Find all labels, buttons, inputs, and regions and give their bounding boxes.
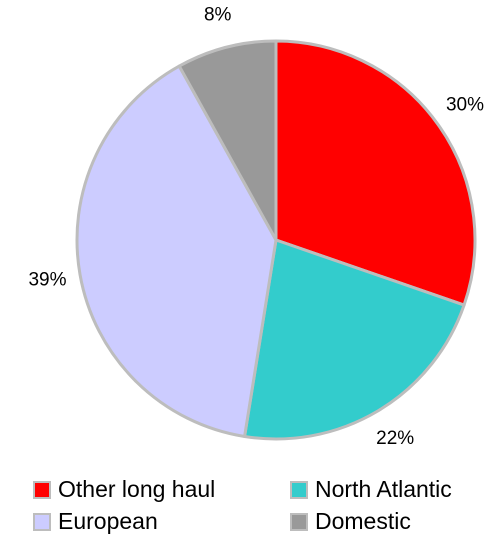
legend-label-domestic: Domestic (315, 508, 411, 534)
legend-label-north-atlantic: North Atlantic (315, 476, 452, 502)
legend-item-north-atlantic: North Atlantic (290, 476, 452, 503)
legend-swatch-european (33, 512, 51, 531)
pie-slice-domestic (177, 39, 278, 242)
legend-label-other-long-haul: Other long haul (58, 476, 216, 502)
pie-slices (75, 39, 477, 441)
legend-item-other-long-haul: Other long haul (33, 476, 215, 503)
legend-item-domestic: Domestic (290, 508, 411, 535)
pie-labels: 30% 22% 39% 8% (28, 4, 484, 449)
legend-swatch-other-long-haul (33, 480, 51, 499)
legend-swatch-north-atlantic (290, 480, 308, 499)
pie-label-european: 39% (28, 269, 66, 290)
legend-item-european: European (33, 508, 158, 535)
legend-label-european: European (58, 508, 158, 534)
pie-slice-european (75, 64, 278, 438)
pie-chart: 30% 22% 39% 8% (28, 4, 484, 449)
pie-slice-north-atlantic (243, 238, 466, 441)
pie-slice-other-long-haul (274, 39, 477, 307)
legend-swatch-domestic (290, 512, 308, 531)
pie-label-domestic: 8% (204, 4, 232, 25)
pie-label-other-long-haul: 30% (446, 94, 484, 115)
pie-label-north-atlantic: 22% (376, 428, 414, 449)
